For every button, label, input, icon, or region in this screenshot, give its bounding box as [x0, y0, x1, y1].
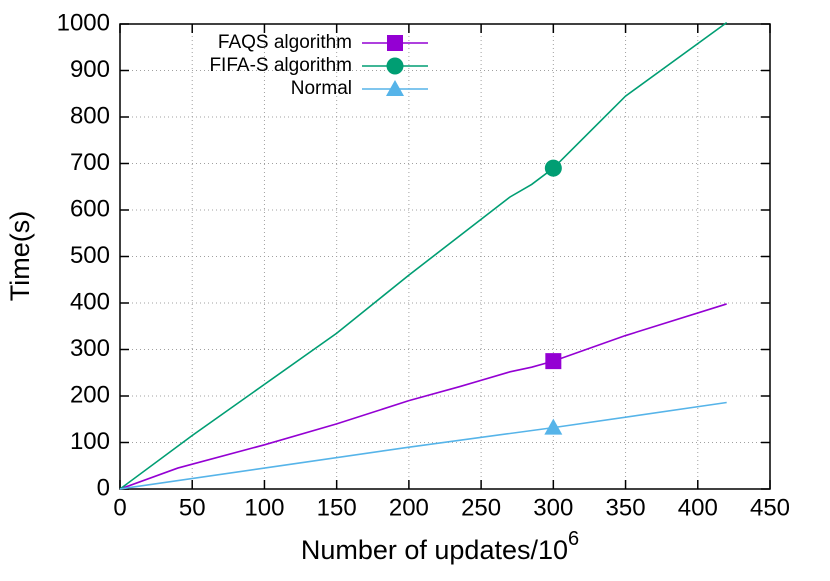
x-tick-label: 100 [244, 494, 284, 521]
x-axis-label: Number of updates/106 [301, 528, 579, 565]
x-tick-label: 0 [113, 494, 126, 521]
marker [386, 57, 404, 75]
series-line [119, 303, 727, 490]
marker [545, 353, 562, 370]
series-line [119, 21, 728, 490]
marker [387, 35, 403, 51]
y-tick-label: 100 [70, 428, 110, 455]
x-tick-label: 300 [533, 494, 573, 521]
y-tick-label: 200 [70, 381, 110, 408]
y-tick-label: 300 [70, 335, 110, 362]
x-tick-label: 450 [750, 494, 790, 521]
x-tick-label: 350 [606, 494, 646, 521]
plot-frame [119, 23, 771, 490]
x-tick-label: 150 [317, 494, 357, 521]
legend-label: FIFA-S algorithm [209, 55, 352, 76]
y-tick-label: 500 [70, 242, 110, 269]
y-tick-label: 400 [70, 288, 110, 315]
y-tick-label: 600 [70, 195, 110, 222]
y-tick-label: 1000 [57, 9, 110, 36]
x-axis-label-sup: 6 [568, 528, 579, 550]
marker [386, 80, 404, 96]
x-axis-label-main: Number of updates/10 [301, 535, 568, 565]
x-tick-label: 400 [678, 494, 718, 521]
y-tick-label: 700 [70, 149, 110, 176]
y-tick-label: 900 [70, 56, 110, 83]
y-axis-label: Time(s) [5, 211, 35, 301]
series-line [119, 401, 727, 490]
legend-label: Normal [291, 78, 352, 99]
y-tick-label: 800 [70, 102, 110, 129]
legend-label: FAQS algorithm [218, 32, 352, 53]
marker [544, 418, 563, 435]
marker [544, 159, 562, 177]
y-tick-label: 0 [97, 474, 110, 501]
x-tick-label: 250 [461, 494, 501, 521]
x-tick-label: 200 [389, 494, 429, 521]
x-tick-label: 50 [179, 494, 206, 521]
